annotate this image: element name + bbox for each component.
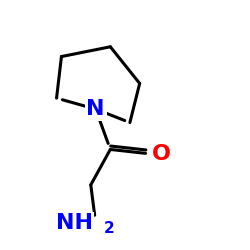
Text: NH: NH (56, 213, 93, 233)
Text: O: O (152, 144, 171, 164)
Text: N: N (86, 99, 105, 119)
Text: 2: 2 (104, 221, 115, 236)
